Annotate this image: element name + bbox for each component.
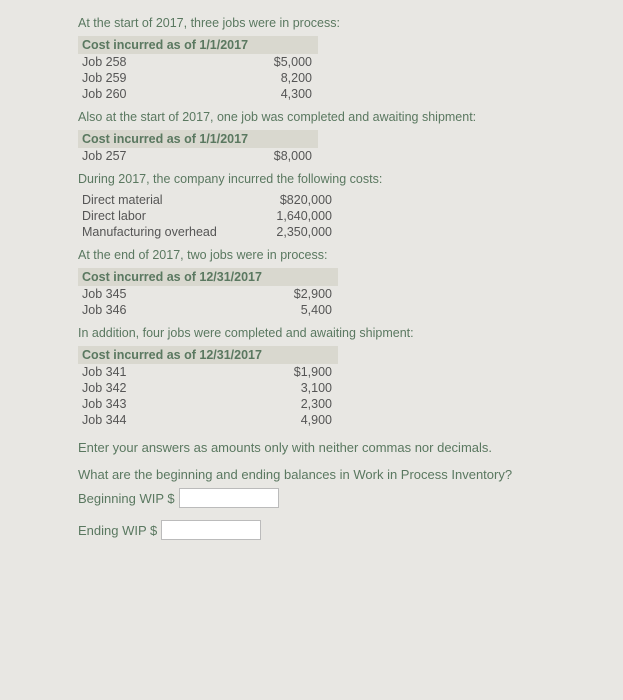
cell-label: Job 257 [78,148,248,164]
table-2: Cost incurred as of 1/1/2017 Job 257$8,0… [78,130,318,164]
intro-3: During 2017, the company incurred the fo… [78,172,605,186]
cell-value: 4,900 [268,412,338,428]
cell-label: Direct labor [78,208,248,224]
cell-label: Job 259 [78,70,248,86]
cell-label: Manufacturing overhead [78,224,248,240]
cell-label: Job 345 [78,286,268,302]
table-row: Job 341$1,900 [78,364,338,380]
answer-row-ending-wip: Ending WIP $ [78,520,605,540]
question-intro: Enter your answers as amounts only with … [78,440,605,455]
cell-label: Job 341 [78,364,268,380]
table-row: Job 3465,400 [78,302,338,318]
cell-value: 4,300 [248,86,318,102]
beginning-wip-label: Beginning WIP $ [78,491,175,506]
cell-label: Job 260 [78,86,248,102]
beginning-wip-input[interactable] [179,488,279,508]
table-row: Job 3432,300 [78,396,338,412]
cell-label: Job 343 [78,396,268,412]
table-row: Job 258$5,000 [78,54,318,70]
cell-value: 2,350,000 [248,224,338,240]
cell-value: $1,900 [268,364,338,380]
ending-wip-label: Ending WIP $ [78,523,157,538]
cell-value: 3,100 [268,380,338,396]
table-row: Job 257$8,000 [78,148,318,164]
table-5: Cost incurred as of 12/31/2017 Job 341$1… [78,346,338,428]
answer-row-beginning-wip: Beginning WIP $ [78,488,605,508]
cell-value: $2,900 [268,286,338,302]
cell-label: Job 344 [78,412,268,428]
cell-label: Job 342 [78,380,268,396]
intro-2: Also at the start of 2017, one job was c… [78,110,605,124]
cell-value: 1,640,000 [248,208,338,224]
cell-value: 8,200 [248,70,318,86]
table-row: Job 3444,900 [78,412,338,428]
table-row: Direct material$820,000 [78,192,338,208]
table-row: Direct labor1,640,000 [78,208,338,224]
cell-value: $820,000 [248,192,338,208]
table-2-header: Cost incurred as of 1/1/2017 [78,130,318,148]
cell-value: 2,300 [268,396,338,412]
ending-wip-input[interactable] [161,520,261,540]
table-5-header: Cost incurred as of 12/31/2017 [78,346,338,364]
table-3: Direct material$820,000 Direct labor1,64… [78,192,338,240]
intro-4: At the end of 2017, two jobs were in pro… [78,248,605,262]
cell-value: $8,000 [248,148,318,164]
table-4-header: Cost incurred as of 12/31/2017 [78,268,338,286]
intro-1: At the start of 2017, three jobs were in… [78,16,605,30]
table-1-header: Cost incurred as of 1/1/2017 [78,36,318,54]
cell-value: 5,400 [268,302,338,318]
intro-5: In addition, four jobs were completed an… [78,326,605,340]
table-1: Cost incurred as of 1/1/2017 Job 258$5,0… [78,36,318,102]
cell-label: Job 258 [78,54,248,70]
cell-value: $5,000 [248,54,318,70]
table-4: Cost incurred as of 12/31/2017 Job 345$2… [78,268,338,318]
table-row: Job 2598,200 [78,70,318,86]
table-row: Job 3423,100 [78,380,338,396]
table-row: Job 345$2,900 [78,286,338,302]
table-row: Manufacturing overhead2,350,000 [78,224,338,240]
table-row: Job 2604,300 [78,86,318,102]
question-1: What are the beginning and ending balanc… [78,467,605,482]
cell-label: Job 346 [78,302,268,318]
cell-label: Direct material [78,192,248,208]
